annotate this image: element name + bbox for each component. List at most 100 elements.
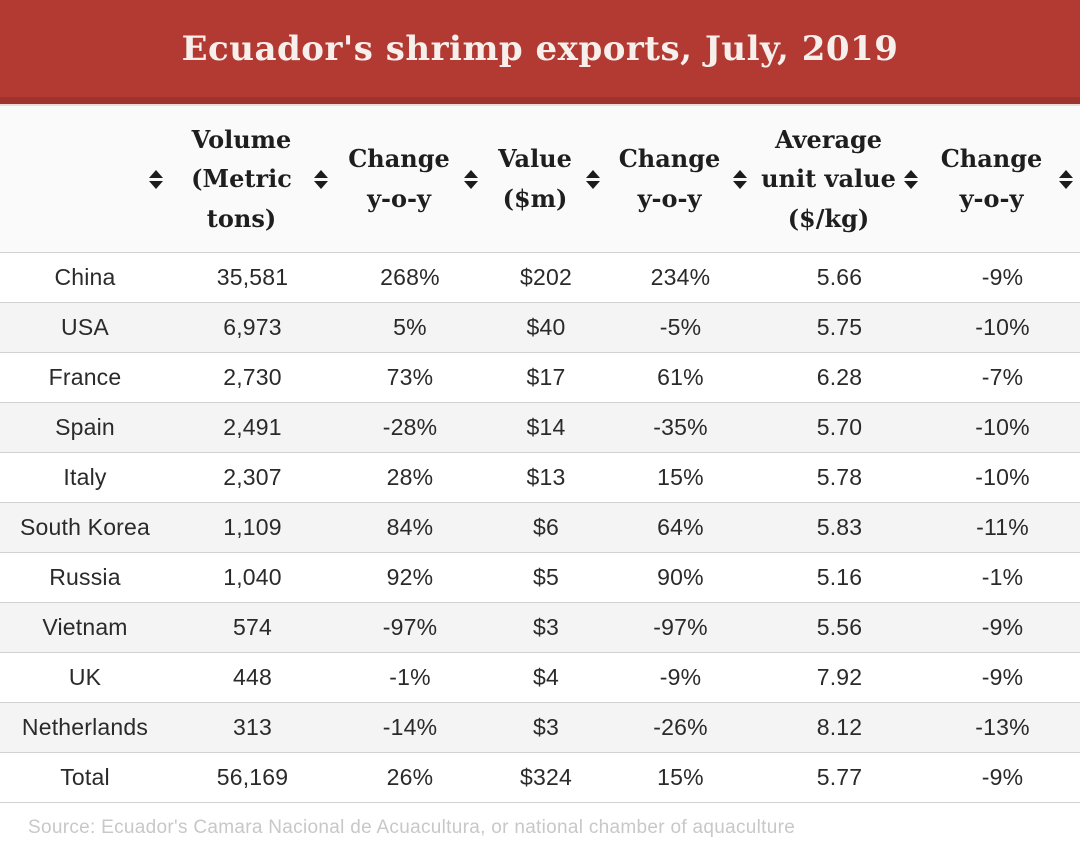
value-cell: $40: [526, 314, 566, 340]
value-cell: 5.83: [816, 514, 863, 540]
table-row-netherlands: Netherlands 313 -14% $3 -26% 8.12 -13%: [0, 703, 1080, 753]
table-body: China 35,581 268% $202 234% 5.66 -9% USA 6,973 5%…: [0, 253, 1080, 803]
sort-icon[interactable]: [148, 169, 164, 189]
value-cell: -14%: [382, 714, 438, 740]
value-cell: 5%: [393, 314, 427, 340]
country-cell: USA: [61, 314, 109, 340]
column-header-label: Value ($m): [498, 144, 572, 213]
value-cell: -26%: [653, 714, 708, 740]
table-row-uk: UK 448 -1% $4 -9% 7.92 -9%: [0, 653, 1080, 703]
sort-icon[interactable]: [1058, 169, 1074, 189]
value-cell: $14: [526, 414, 566, 440]
table-row-south-korea: South Korea 1,109 84% $6 64% 5.83 -11%: [0, 503, 1080, 553]
country-cell: France: [48, 364, 122, 390]
value-cell: -1%: [389, 664, 431, 690]
value-cell: 5.16: [816, 564, 863, 590]
country-cell: Russia: [49, 564, 121, 590]
column-header-value: Value ($m): [485, 106, 607, 252]
value-cell: $6: [533, 514, 559, 540]
table-row-vietnam: Vietnam 574 -97% $3 -97% 5.56 -9%: [0, 603, 1080, 653]
value-cell: -10%: [975, 464, 1030, 490]
column-header-avg-unit-value: Average unit value ($/kg): [754, 106, 925, 252]
value-cell: $4: [533, 664, 559, 690]
country-cell: Spain: [55, 414, 115, 440]
value-cell: -5%: [659, 314, 702, 340]
value-cell: 5.56: [816, 614, 863, 640]
country-cell: Total: [60, 764, 110, 790]
value-cell: 84%: [386, 514, 434, 540]
column-header-value-change: Change y-o-y: [607, 106, 754, 252]
value-cell: 15%: [657, 764, 704, 790]
value-cell: 5.70: [816, 414, 863, 440]
value-cell: $17: [526, 364, 566, 390]
value-cell: 234%: [650, 264, 711, 290]
value-cell: 6.28: [816, 364, 863, 390]
value-cell: $324: [520, 764, 572, 790]
value-cell: -9%: [981, 264, 1024, 290]
value-cell: 8.12: [816, 714, 863, 740]
value-cell: 15%: [657, 464, 704, 490]
value-cell: 5.77: [816, 764, 863, 790]
value-cell: 1,040: [223, 564, 282, 590]
sort-icon[interactable]: [313, 169, 329, 189]
table-row-usa: USA 6,973 5% $40 -5% 5.75 -10%: [0, 303, 1080, 353]
value-cell: 5.75: [816, 314, 863, 340]
value-cell: -10%: [975, 414, 1030, 440]
value-cell: 64%: [657, 514, 704, 540]
value-cell: -9%: [981, 664, 1024, 690]
page-title: Ecuador's shrimp exports, July, 2019: [181, 28, 899, 69]
sort-icon[interactable]: [463, 169, 479, 189]
column-header-volume-change: Change y-o-y: [335, 106, 485, 252]
value-cell: 313: [233, 714, 272, 740]
value-cell: $5: [533, 564, 559, 590]
country-cell: Vietnam: [42, 614, 128, 640]
column-header-label: Change y-o-y: [940, 144, 1043, 213]
sort-icon[interactable]: [903, 169, 919, 189]
value-cell: 73%: [386, 364, 434, 390]
value-cell: 61%: [657, 364, 704, 390]
value-cell: 574: [233, 614, 272, 640]
value-cell: -11%: [976, 514, 1029, 540]
value-cell: 26%: [386, 764, 434, 790]
source-row: Source: Ecuador's Camara Nacional de Acu…: [0, 803, 1080, 863]
table-row-total: Total 56,169 26% $324 15% 5.77 -9%: [0, 753, 1080, 803]
column-header-label: Change y-o-y: [618, 144, 721, 213]
table-header-row: Volume (Metric tons) Change y-o-y Value ($…: [0, 106, 1080, 253]
value-cell: -7%: [981, 364, 1024, 390]
value-cell: 5.78: [816, 464, 863, 490]
exports-table: Volume (Metric tons) Change y-o-y Value ($…: [0, 106, 1080, 863]
sort-icon[interactable]: [732, 169, 748, 189]
table-row-italy: Italy 2,307 28% $13 15% 5.78 -10%: [0, 453, 1080, 503]
value-cell: -9%: [981, 614, 1024, 640]
value-cell: 35,581: [216, 264, 289, 290]
value-cell: $3: [533, 714, 559, 740]
column-header-label: Average unit value ($/kg): [761, 124, 896, 233]
column-header-avg-unit-value-change: Change y-o-y: [925, 106, 1080, 252]
value-cell: 92%: [386, 564, 434, 590]
sort-icon[interactable]: [585, 169, 601, 189]
value-cell: -35%: [653, 414, 708, 440]
table-row-russia: Russia 1,040 92% $5 90% 5.16 -1%: [0, 553, 1080, 603]
table-row-china: China 35,581 268% $202 234% 5.66 -9%: [0, 253, 1080, 303]
country-cell: South Korea: [19, 514, 151, 540]
value-cell: -1%: [981, 564, 1024, 590]
value-cell: 2,730: [223, 364, 282, 390]
value-cell: -97%: [653, 614, 708, 640]
country-cell: China: [54, 264, 116, 290]
value-cell: 1,109: [223, 514, 282, 540]
value-cell: 2,307: [223, 464, 282, 490]
table-row-france: France 2,730 73% $17 61% 6.28 -7%: [0, 353, 1080, 403]
value-cell: 448: [233, 664, 272, 690]
value-cell: 6,973: [223, 314, 282, 340]
value-cell: 28%: [386, 464, 434, 490]
title-banner: Ecuador's shrimp exports, July, 2019: [0, 0, 1080, 97]
value-cell: -9%: [659, 664, 702, 690]
column-header-country: [0, 106, 170, 252]
value-cell: -9%: [981, 764, 1024, 790]
column-header-volume: Volume (Metric tons): [170, 106, 335, 252]
column-header-label: Change y-o-y: [348, 144, 450, 213]
value-cell: -10%: [975, 314, 1030, 340]
table-row-spain: Spain 2,491 -28% $14 -35% 5.70 -10%: [0, 403, 1080, 453]
banner-accent-strip: [0, 97, 1080, 106]
